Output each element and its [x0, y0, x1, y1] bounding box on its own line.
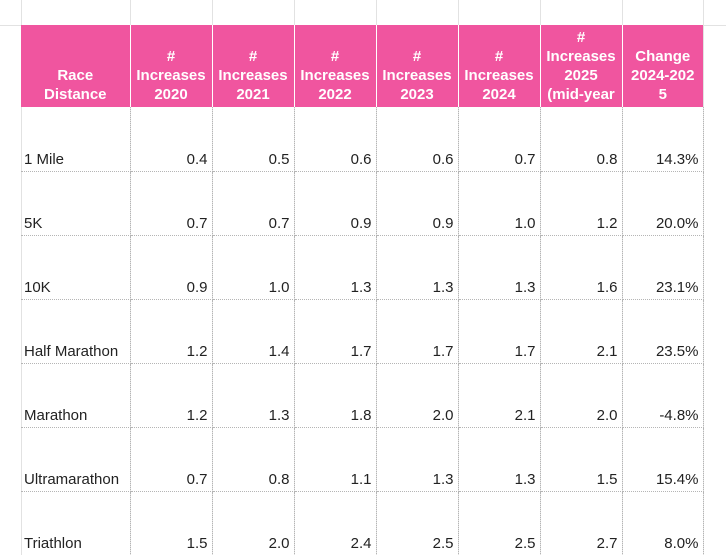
table-cell[interactable]: 0.7	[212, 171, 295, 236]
table-cell[interactable]: 0.7	[458, 107, 541, 172]
table-cell[interactable]: 0.8	[212, 427, 295, 492]
table-cell[interactable]: 23.1%	[622, 235, 704, 300]
table-cell[interactable]: 1.3	[376, 427, 459, 492]
table-cell[interactable]: 2.0	[540, 363, 623, 428]
table-cell[interactable]: 14.3%	[622, 107, 704, 172]
table-cell[interactable]: 1.4	[212, 299, 295, 364]
table-cell[interactable]: 1.8	[294, 363, 377, 428]
table-cell[interactable]: 2.1	[458, 363, 541, 428]
table-row: Triathlon 1.5 2.0 2.4 2.5 2.5 2.7 8.0%	[21, 491, 704, 555]
table-cell[interactable]: 2.1	[540, 299, 623, 364]
table-cell[interactable]: 1.3	[458, 427, 541, 492]
table-cell[interactable]: Ultramarathon	[21, 427, 131, 492]
table-cell[interactable]: 1.2	[130, 363, 213, 428]
table-cell[interactable]: 2.4	[294, 491, 377, 555]
table-row: 5K 0.7 0.7 0.9 0.9 1.0 1.2 20.0%	[21, 171, 704, 236]
table-cell[interactable]: 10K	[21, 235, 131, 300]
table-cell[interactable]: 0.7	[130, 427, 213, 492]
table-cell[interactable]: 1.6	[540, 235, 623, 300]
table-cell[interactable]: Triathlon	[21, 491, 131, 555]
table-cell[interactable]: 1.2	[540, 171, 623, 236]
header-cell[interactable]: # Increases 2022	[294, 25, 377, 107]
gridline	[703, 0, 704, 555]
table-row: Ultramarathon 0.7 0.8 1.1 1.3 1.3 1.5 15…	[21, 427, 704, 492]
table-cell[interactable]: 0.9	[294, 171, 377, 236]
table-cell[interactable]: 2.5	[458, 491, 541, 555]
table-cell[interactable]: 23.5%	[622, 299, 704, 364]
header-row: Race Distance # Increases 2020 # Increas…	[21, 25, 703, 107]
table-cell[interactable]: 0.7	[130, 171, 213, 236]
table-cell[interactable]: 1.3	[294, 235, 377, 300]
table-cell[interactable]: 0.9	[130, 235, 213, 300]
table-cell[interactable]: 1.7	[376, 299, 459, 364]
header-cell[interactable]: # Increases 2025 (mid-year	[540, 25, 623, 107]
header-cell[interactable]: Race Distance	[21, 25, 131, 107]
table-cell[interactable]: 0.9	[376, 171, 459, 236]
table-row: 1 Mile 0.4 0.5 0.6 0.6 0.7 0.8 14.3%	[21, 107, 704, 172]
table-cell[interactable]: 8.0%	[622, 491, 704, 555]
table-cell[interactable]: 0.6	[294, 107, 377, 172]
table-cell[interactable]: -4.8%	[622, 363, 704, 428]
table-cell[interactable]: 1.5	[130, 491, 213, 555]
header-cell[interactable]: # Increases 2020	[130, 25, 213, 107]
table-cell[interactable]: 2.0	[376, 363, 459, 428]
table-cell[interactable]: Half Marathon	[21, 299, 131, 364]
header-cell[interactable]: Change 2024-202 5	[622, 25, 703, 107]
header-cell[interactable]: # Increases 2021	[212, 25, 295, 107]
table-cell[interactable]: 2.5	[376, 491, 459, 555]
table-cell[interactable]: 1.3	[376, 235, 459, 300]
table-cell[interactable]: 1.7	[294, 299, 377, 364]
table-cell[interactable]: 0.4	[130, 107, 213, 172]
table-cell[interactable]: 1.0	[212, 235, 295, 300]
table-row: Half Marathon 1.2 1.4 1.7 1.7 1.7 2.1 23…	[21, 299, 704, 364]
table-cell[interactable]: 2.7	[540, 491, 623, 555]
table-cell[interactable]: 0.5	[212, 107, 295, 172]
table-cell[interactable]: 1.1	[294, 427, 377, 492]
table-cell[interactable]: 2.0	[212, 491, 295, 555]
table-cell[interactable]: 20.0%	[622, 171, 704, 236]
table-cell[interactable]: 1.0	[458, 171, 541, 236]
table-row: Marathon 1.2 1.3 1.8 2.0 2.1 2.0 -4.8%	[21, 363, 704, 428]
table-cell[interactable]: 0.8	[540, 107, 623, 172]
table-cell[interactable]: 1.7	[458, 299, 541, 364]
table-cell[interactable]: 1.5	[540, 427, 623, 492]
table-row: 10K 0.9 1.0 1.3 1.3 1.3 1.6 23.1%	[21, 235, 704, 300]
race-increase-table: Race Distance # Increases 2020 # Increas…	[21, 25, 704, 555]
header-cell[interactable]: # Increases 2023	[376, 25, 459, 107]
table-cell[interactable]: 0.6	[376, 107, 459, 172]
table-cell[interactable]: 1.3	[212, 363, 295, 428]
table-cell[interactable]: 1.3	[458, 235, 541, 300]
header-cell[interactable]: # Increases 2024	[458, 25, 541, 107]
table-cell[interactable]: 15.4%	[622, 427, 704, 492]
table-cell[interactable]: 5K	[21, 171, 131, 236]
table-cell[interactable]: 1 Mile	[21, 107, 131, 172]
table-cell[interactable]: 1.2	[130, 299, 213, 364]
table-cell[interactable]: Marathon	[21, 363, 131, 428]
